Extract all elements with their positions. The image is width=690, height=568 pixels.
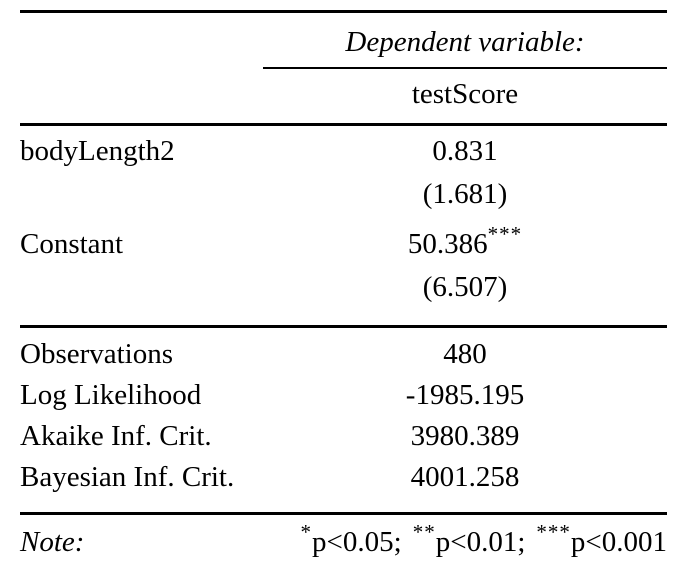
- coefficient-row: bodyLength2 0.831: [20, 126, 667, 166]
- coefficient-row: Constant 50.386***: [20, 209, 667, 260]
- note-significance-level: *p<0.05;: [301, 522, 402, 558]
- top-rule: [20, 10, 667, 13]
- estimate-value: 50.386: [407, 228, 488, 260]
- significance-stars: ***: [487, 222, 523, 246]
- bottom-rule: [20, 512, 667, 515]
- note-threshold: p<0.001: [570, 526, 667, 558]
- stat-row: Observations 480: [20, 328, 667, 369]
- note-text: *p<0.05; **p<0.01; ***p<0.001: [263, 522, 667, 558]
- stat-name: Bayesian Inf. Crit.: [20, 461, 235, 493]
- significance-stars: *: [300, 520, 313, 544]
- dependent-variable-name: testScore: [411, 78, 519, 110]
- stat-row: Log Likelihood -1985.195: [20, 369, 667, 410]
- stat-name: Log Likelihood: [20, 379, 202, 411]
- stat-name: Observations: [20, 338, 174, 370]
- dependent-variable-name-row: testScore: [20, 69, 667, 123]
- significance-stars: ***: [536, 520, 571, 544]
- stat-value: -1985.195: [405, 379, 525, 411]
- stat-value: 480: [443, 338, 487, 370]
- std-error-row: (6.507): [20, 259, 667, 325]
- regression-table: Dependent variable: testScore bodyLength…: [20, 10, 667, 557]
- header-rule: [20, 123, 667, 126]
- coefficient-name: bodyLength2: [20, 135, 175, 167]
- std-error-row: (1.681): [20, 166, 667, 209]
- stat-row: Bayesian Inf. Crit. 4001.258: [20, 451, 667, 512]
- header-spacer: [20, 13, 263, 69]
- note-label: Note:: [20, 526, 85, 558]
- mid-rule: [20, 325, 667, 328]
- estimate-value: 0.831: [432, 135, 498, 167]
- coefficient-name: Constant: [20, 228, 124, 260]
- dependent-variable-label: Dependent variable:: [263, 13, 667, 69]
- stat-name: Akaike Inf. Crit.: [20, 420, 212, 452]
- coefficient-estimate: 0.831: [263, 136, 667, 166]
- stat-value: 4001.258: [410, 461, 520, 493]
- stat-row: Akaike Inf. Crit. 3980.389: [20, 410, 667, 451]
- header-spacer: [20, 69, 263, 123]
- std-error-value: (1.681): [422, 178, 508, 210]
- stat-value: 3980.389: [410, 420, 520, 452]
- note-significance-level: **p<0.01;: [413, 522, 526, 558]
- std-error-value: (6.507): [422, 271, 508, 303]
- note-significance-level: ***p<0.001: [536, 522, 667, 558]
- coefficient-name-spacer: [20, 272, 263, 302]
- coefficient-estimate: 50.386***: [263, 224, 667, 260]
- note-threshold: p<0.05;: [312, 526, 402, 558]
- significance-stars: **: [412, 520, 436, 544]
- dependent-variable-header-row: Dependent variable:: [20, 13, 667, 69]
- coefficient-name-spacer: [20, 179, 263, 209]
- note-row: Note: *p<0.05; **p<0.01; ***p<0.001: [20, 515, 667, 558]
- note-threshold: p<0.01;: [435, 526, 526, 558]
